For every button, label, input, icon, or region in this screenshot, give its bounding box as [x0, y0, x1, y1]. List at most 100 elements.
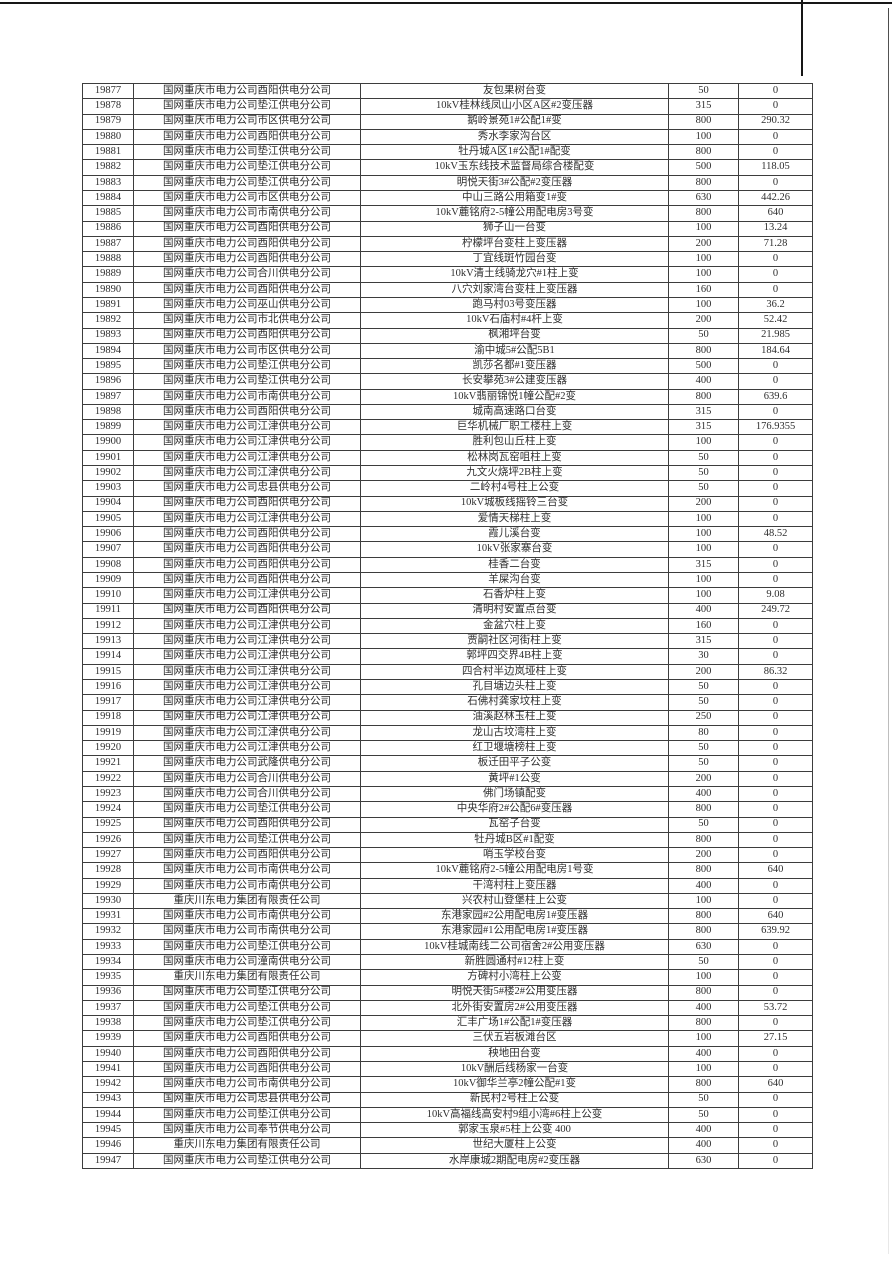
cell-capacity: 800 [668, 984, 739, 1001]
cell-station-name: 柠檬坪台变柱上变压器 [360, 235, 669, 253]
cell-id: 19913 [82, 633, 134, 650]
cell-company: 国网重庆市电力公司合川供电分公司 [133, 785, 361, 803]
cell-load-value: 0 [738, 1106, 813, 1124]
cell-station-name: 桂香二台变 [360, 556, 669, 574]
cell-load-value: 0 [738, 266, 813, 283]
cell-company: 国网重庆市电力公司酉阳供电分公司 [133, 847, 361, 864]
cell-id: 19917 [82, 694, 134, 711]
cell-load-value: 0 [738, 556, 813, 574]
cell-load-value: 640 [738, 862, 813, 879]
cell-id: 19902 [82, 465, 134, 482]
table-row: 19932 国网重庆市电力公司市南供电分公司 东港家园#1公用配电房1#变压器 800… [82, 923, 813, 940]
cell-load-value: 0 [738, 678, 813, 696]
cell-id: 19944 [82, 1106, 134, 1124]
cell-station-name: 丁宜线斑竹园台变 [360, 251, 669, 268]
table-row: 19919 国网重庆市电力公司江津供电分公司 龙山古坟湾柱上变 80 0 [82, 724, 813, 742]
cell-load-value: 13.24 [738, 220, 813, 237]
cell-station-name: 瓦窑子台变 [360, 816, 669, 833]
cell-station-name: 羊屎沟台变 [360, 571, 669, 589]
cell-company: 国网重庆市电力公司江津供电分公司 [133, 633, 361, 650]
cell-id: 19933 [82, 938, 134, 956]
cell-station-name: 新民村2号柱上公变 [360, 1091, 669, 1108]
cell-capacity: 50 [668, 678, 739, 696]
cell-company: 国网重庆市电力公司江津供电分公司 [133, 434, 361, 451]
table-row: 19914 国网重庆市电力公司江津供电分公司 郭坪四交界4B柱上变 30 0 [82, 648, 813, 665]
cell-id: 19891 [82, 296, 134, 314]
cell-station-name: 东港家园#2公用配电房1#变压器 [360, 908, 669, 925]
cell-company: 重庆川东电力集团有限责任公司 [133, 892, 361, 910]
cell-station-name: 狮子山一台变 [360, 220, 669, 237]
table-row: 19923 国网重庆市电力公司合川供电分公司 佛门场镇配变 400 0 [82, 785, 813, 803]
cell-id: 19922 [82, 770, 134, 787]
cell-station-name: 红卫堰塘榜柱上变 [360, 740, 669, 757]
table-row: 19944 国网重庆市电力公司垫江供电分公司 10kV高福线高安村9组小湾#6柱上公… [82, 1106, 813, 1124]
cell-capacity: 100 [668, 1030, 739, 1047]
cell-load-value: 640 [738, 908, 813, 925]
cell-id: 19900 [82, 434, 134, 451]
cell-company: 国网重庆市电力公司垫江供电分公司 [133, 358, 361, 375]
cell-capacity: 200 [668, 847, 739, 864]
cell-load-value: 0 [738, 495, 813, 512]
cell-station-name: 10kV高福线高安村9组小湾#6柱上公变 [360, 1106, 669, 1124]
cell-station-name: 东港家园#1公用配电房1#变压器 [360, 923, 669, 940]
cell-load-value: 9.08 [738, 587, 813, 604]
cell-load-value: 0 [738, 648, 813, 665]
cell-station-name: 10kV蔍铭府2-5幢公用配电房1号变 [360, 862, 669, 879]
table-row: 19918 国网重庆市电力公司江津供电分公司 油溪赵林玉柱上变 250 0 [82, 709, 813, 726]
cell-id: 19885 [82, 205, 134, 222]
table-row: 19943 国网重庆市电力公司忠县供电分公司 新民村2号柱上公变 50 0 [82, 1091, 813, 1108]
cell-company: 国网重庆市电力公司市南供电分公司 [133, 908, 361, 925]
cell-load-value: 0 [738, 617, 813, 635]
table-row: 19939 国网重庆市电力公司酉阳供电分公司 三伏五岩板滩台区 100 27.15 [82, 1030, 813, 1047]
cell-load-value: 0 [738, 510, 813, 528]
cell-company: 国网重庆市电力公司江津供电分公司 [133, 617, 361, 635]
cell-load-value: 0 [738, 449, 813, 467]
cell-company: 国网重庆市电力公司市南供电分公司 [133, 1076, 361, 1093]
cell-id: 19921 [82, 755, 134, 772]
cell-id: 19935 [82, 969, 134, 986]
cell-capacity: 100 [668, 1060, 739, 1078]
table-row: 19927 国网重庆市电力公司酉阳供电分公司 哨玉学校台变 200 0 [82, 847, 813, 864]
cell-station-name: 友包果树台变 [360, 82, 669, 100]
cell-company: 国网重庆市电力公司江津供电分公司 [133, 663, 361, 680]
cell-id: 19895 [82, 358, 134, 375]
cell-capacity: 800 [668, 174, 739, 191]
cell-station-name: 长安攀苑3#公建变压器 [360, 373, 669, 390]
cell-load-value: 0 [738, 1152, 813, 1170]
table-row: 19922 国网重庆市电力公司合川供电分公司 黄坪#1公变 200 0 [82, 770, 813, 787]
cell-capacity: 800 [668, 342, 739, 360]
cell-id: 19907 [82, 541, 134, 558]
cell-load-value: 0 [738, 1137, 813, 1154]
cell-station-name: 枫湘坪台变 [360, 327, 669, 344]
cell-load-value: 21.985 [738, 327, 813, 344]
cell-station-name: 10kV酬后线杨家一台变 [360, 1060, 669, 1078]
cell-capacity: 50 [668, 1106, 739, 1124]
cell-company: 国网重庆市电力公司垫江供电分公司 [133, 373, 361, 390]
cell-id: 19911 [82, 602, 134, 619]
cell-id: 19910 [82, 587, 134, 604]
cell-load-value: 0 [738, 877, 813, 894]
cell-station-name: 10kV桂城南线二公司宿舍2#公用变压器 [360, 938, 669, 956]
cell-load-value: 0 [738, 724, 813, 742]
table-row: 19936 国网重庆市电力公司垫江供电分公司 明悦天街5#楼2#公用变压器 800 0 [82, 984, 813, 1001]
cell-company: 国网重庆市电力公司忠县供电分公司 [133, 1091, 361, 1108]
cell-capacity: 100 [668, 510, 739, 528]
cell-id: 19886 [82, 220, 134, 237]
cell-company: 国网重庆市电力公司垫江供电分公司 [133, 831, 361, 849]
cell-id: 19878 [82, 98, 134, 115]
cell-capacity: 315 [668, 98, 739, 115]
table-row: 19913 国网重庆市电力公司江津供电分公司 贾嗣社区河街柱上变 315 0 [82, 633, 813, 650]
cell-station-name: 10kV蔍铭府2-5幢公用配电房3号变 [360, 205, 669, 222]
cell-load-value: 0 [738, 403, 813, 421]
cell-capacity: 800 [668, 113, 739, 130]
cell-station-name: 中山三路公用箱变1#变 [360, 189, 669, 207]
cell-id: 19888 [82, 251, 134, 268]
cell-load-value: 0 [738, 480, 813, 497]
table-row: 19878 国网重庆市电力公司垫江供电分公司 10kV桂林线凤山小区A区#2变压器 3… [82, 98, 813, 115]
cell-company: 国网重庆市电力公司江津供电分公司 [133, 587, 361, 604]
cell-id: 19945 [82, 1122, 134, 1139]
cell-load-value: 640 [738, 1076, 813, 1093]
cell-capacity: 800 [668, 144, 739, 161]
table-row: 19877 国网重庆市电力公司酉阳供电分公司 友包果树台变 50 0 [82, 82, 813, 100]
